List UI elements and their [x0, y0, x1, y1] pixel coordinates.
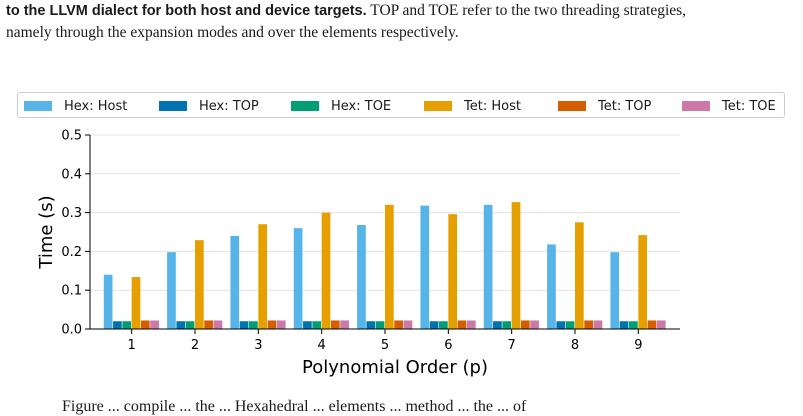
bar — [429, 321, 439, 329]
x-tick-label: 7 — [508, 338, 516, 353]
x-tick-label: 4 — [318, 338, 326, 353]
caption-regular-text: TOP and TOE refer to the two threading s… — [366, 2, 687, 19]
bar — [340, 320, 349, 329]
figure-caption: to the LLVM dialect for both host and de… — [6, 0, 801, 43]
bar — [366, 321, 376, 329]
bar — [113, 321, 122, 329]
y-tick-label: 0.5 — [61, 129, 82, 144]
bar — [619, 321, 629, 329]
x-tick-label: 1 — [128, 338, 136, 353]
chart-legend: Hex: Host Hex: TOP Hex: TOE Tet: Host Tet: T… — [17, 92, 785, 118]
bar — [131, 277, 141, 329]
legend-entry: Tet: Host — [424, 98, 521, 114]
bar — [530, 320, 539, 329]
y-tick-label: 0.4 — [61, 167, 82, 182]
bar-chart: 0.0 0.1 0.2 0.3 0.4 0.5 1 2 3 4 5 6 7 8 9 Polynomial Or… — [36, 129, 680, 378]
bar — [213, 320, 223, 329]
bar — [330, 320, 340, 329]
legend-entry: Hex: Host — [24, 98, 127, 114]
bar — [167, 252, 176, 329]
bar — [483, 204, 493, 329]
bar — [312, 321, 322, 329]
bar — [276, 320, 286, 329]
bar — [556, 321, 566, 329]
y-axis-label: Time (s) — [36, 195, 57, 269]
bar — [565, 321, 575, 329]
y-tick-label: 0.3 — [61, 206, 82, 221]
legend-entry: Tet: TOP — [558, 98, 651, 114]
bar — [267, 320, 277, 329]
bar — [150, 320, 159, 329]
bar — [195, 240, 204, 329]
x-tick-label: 9 — [634, 338, 642, 353]
x-tick-label: 5 — [381, 338, 389, 353]
bar — [466, 320, 476, 329]
legend-entry: Tet: TOE — [682, 98, 776, 114]
caption-line-2: namely through the expansion modes and o… — [6, 24, 459, 41]
legend-entry: Hex: TOP — [159, 98, 259, 114]
legend-swatch — [558, 101, 586, 111]
bar — [103, 274, 113, 329]
bar — [293, 228, 303, 329]
legend-swatch — [159, 101, 187, 111]
bar — [403, 320, 413, 329]
bar — [122, 321, 132, 329]
bar — [204, 320, 213, 329]
x-axis-label: Polynomial Order (p) — [302, 357, 488, 378]
bar — [185, 321, 195, 329]
bar — [375, 321, 385, 329]
legend-label: Hex: Host — [64, 98, 128, 114]
x-tick-label: 8 — [571, 338, 579, 353]
legend-label: Tet: TOE — [722, 98, 776, 114]
bar — [258, 224, 268, 329]
bar — [457, 320, 467, 329]
caption-bold-text: to the LLVM dialect for both host and de… — [6, 3, 367, 19]
bar — [647, 320, 657, 329]
bar — [230, 235, 240, 329]
bar — [176, 321, 186, 329]
bar — [357, 225, 366, 329]
bar — [394, 320, 403, 329]
legend-label: Tet: TOP — [598, 98, 652, 114]
bar — [638, 235, 648, 329]
bar — [511, 202, 521, 329]
legend-swatch — [24, 101, 52, 111]
bar — [575, 222, 584, 329]
x-tick-label: 6 — [444, 338, 452, 353]
bar — [584, 320, 593, 329]
next-caption-fragment: Figure ... compile ... the ... Hexahedra… — [62, 398, 527, 415]
bar — [239, 321, 249, 329]
bar — [385, 204, 394, 329]
bar — [321, 212, 331, 329]
y-tick-label: 0.0 — [61, 323, 82, 338]
bar — [610, 252, 620, 329]
bar — [656, 320, 666, 329]
legend-label: Hex: TOP — [199, 98, 259, 114]
x-tick-label: 2 — [191, 338, 199, 353]
bar — [303, 321, 312, 329]
bar — [140, 320, 150, 329]
legend-label: Hex: TOE — [331, 98, 392, 114]
legend-swatch — [291, 101, 319, 111]
bar — [502, 321, 512, 329]
y-tick-label: 0.1 — [61, 284, 82, 299]
caption-line-1: to the LLVM dialect for both host and de… — [6, 0, 801, 22]
legend-entry: Hex: TOE — [291, 98, 391, 114]
legend-swatch — [682, 101, 710, 111]
bar — [547, 244, 556, 329]
bar — [448, 214, 458, 329]
bar — [520, 320, 530, 329]
bar — [493, 321, 502, 329]
bar — [249, 321, 258, 329]
bar — [420, 205, 430, 329]
bar — [629, 321, 638, 329]
bar — [593, 320, 603, 329]
bar — [439, 321, 448, 329]
legend-label: Tet: Host — [464, 98, 521, 114]
x-tick-label: 3 — [254, 338, 262, 353]
legend-swatch — [424, 101, 452, 111]
y-tick-label: 0.2 — [61, 245, 82, 260]
